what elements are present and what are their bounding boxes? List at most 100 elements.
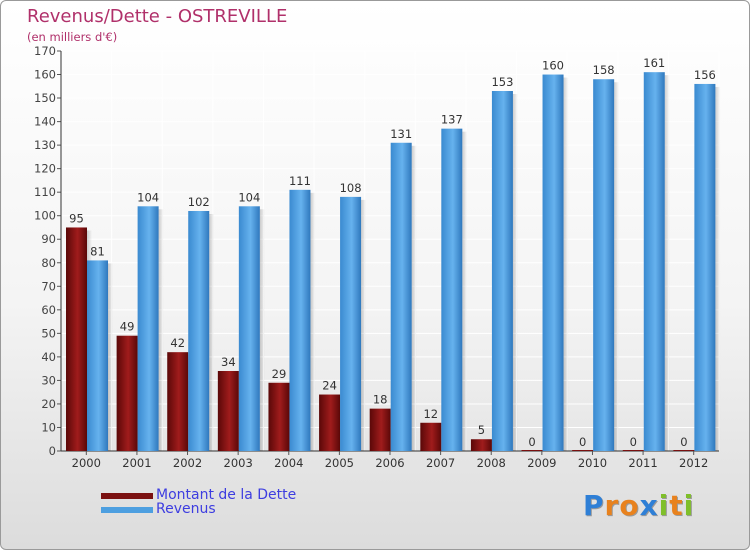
data-label-revenus: 81 — [90, 244, 105, 258]
data-label-dette: 24 — [322, 379, 337, 393]
y-tick-label: 110 — [34, 185, 56, 199]
chart-subtitle: (en milliers d'€) — [27, 30, 118, 44]
bar-revenus — [289, 189, 311, 451]
data-label-dette: 49 — [120, 320, 135, 334]
bar-revenus — [390, 142, 412, 451]
bar-dette — [420, 422, 442, 451]
y-tick-label: 120 — [34, 162, 56, 176]
legend-label-dette: Montant de la Dette — [156, 487, 297, 503]
x-tick-label: 2006 — [375, 456, 404, 470]
bars — [66, 72, 721, 452]
y-tick-label: 20 — [41, 397, 56, 411]
logo-letter: r — [604, 489, 620, 522]
bar-shadow — [715, 86, 721, 452]
bar-revenus — [441, 128, 463, 451]
y-tick-label: 170 — [34, 44, 56, 58]
x-tick-label: 2003 — [224, 456, 253, 470]
bar-shadow — [664, 75, 670, 452]
bar-dette — [268, 382, 290, 451]
x-tick-label: 2004 — [274, 456, 303, 470]
bar-revenus — [491, 91, 513, 451]
bar-shadow — [209, 214, 215, 451]
bar-dette — [116, 335, 138, 451]
y-tick-label: 30 — [41, 373, 56, 387]
bar-shadow — [462, 131, 468, 451]
bar-dette — [66, 227, 87, 451]
data-label-revenus: 158 — [593, 63, 615, 77]
x-tick-label: 2009 — [527, 456, 556, 470]
data-label-revenus: 102 — [188, 195, 210, 209]
legend-swatch-revenus — [101, 507, 153, 513]
bar-shadow — [512, 94, 518, 451]
bar-shadow — [563, 77, 569, 451]
bar-shadow — [108, 263, 113, 451]
data-label-revenus: 160 — [542, 59, 564, 73]
data-label-revenus: 156 — [694, 68, 716, 82]
bar-revenus — [593, 79, 615, 451]
y-tick-label: 0 — [49, 444, 56, 458]
data-label-dette: 42 — [170, 336, 185, 350]
y-tick-label: 140 — [34, 115, 56, 129]
data-label-revenus: 161 — [643, 56, 665, 70]
data-label-revenus: 137 — [441, 113, 463, 127]
legend-label-revenus: Revenus — [156, 501, 216, 517]
x-tick-label: 2005 — [325, 456, 354, 470]
logo-letter: i — [658, 489, 670, 522]
y-tick-label: 160 — [34, 68, 56, 82]
x-tick-label: 2011 — [628, 456, 657, 470]
data-label-dette: 18 — [373, 393, 388, 407]
bar-dette — [470, 439, 492, 451]
y-tick-label: 40 — [41, 350, 56, 364]
data-label-revenus: 111 — [289, 174, 311, 188]
y-tick-label: 90 — [41, 232, 56, 246]
y-tick-label: 70 — [41, 279, 56, 293]
bar-shadow — [310, 192, 316, 451]
bar-dette — [572, 450, 594, 451]
data-label-revenus: 131 — [390, 127, 412, 141]
y-tick-label: 80 — [41, 256, 56, 270]
bar-shadow — [361, 199, 367, 451]
logo-letter: i — [683, 489, 695, 522]
y-tick-label: 100 — [34, 209, 56, 223]
bar-revenus — [137, 206, 159, 451]
x-tick-label: 2008 — [477, 456, 506, 470]
bar-dette — [217, 371, 239, 451]
logo-letter: t — [669, 489, 684, 522]
bar-revenus — [340, 196, 362, 451]
bar-shadow — [158, 209, 164, 451]
chart-title: Revenus/Dette - OSTREVILLE — [27, 6, 288, 27]
logo-letter: x — [639, 489, 659, 522]
data-label-dette: 12 — [423, 407, 438, 421]
bar-dette — [369, 408, 391, 451]
bar-revenus — [643, 72, 665, 452]
bar-revenus — [542, 74, 564, 451]
legend-swatch-dette — [101, 493, 153, 499]
data-label-dette: 34 — [221, 355, 236, 369]
logo-letter: o — [619, 489, 640, 522]
bar-dette — [319, 394, 341, 451]
data-label-revenus: 153 — [491, 75, 513, 89]
data-label-dette: 0 — [579, 435, 586, 449]
bar-dette — [622, 450, 644, 451]
bar-shadow — [614, 82, 620, 451]
bar-shadow — [259, 209, 265, 451]
x-tick-label: 2012 — [679, 456, 708, 470]
data-label-dette: 0 — [630, 435, 637, 449]
data-label-dette: 95 — [69, 211, 84, 225]
x-tick-label: 2000 — [72, 456, 101, 470]
bar-dette — [167, 352, 189, 451]
data-label-dette: 0 — [528, 435, 535, 449]
x-tick-label: 2010 — [578, 456, 607, 470]
bar-dette — [673, 450, 695, 451]
data-label-dette: 0 — [680, 435, 687, 449]
y-tick-label: 60 — [41, 303, 56, 317]
bar-shadow — [411, 145, 417, 451]
y-tick-label: 10 — [41, 420, 56, 434]
data-label-revenus: 108 — [340, 181, 362, 195]
data-label-dette: 29 — [272, 367, 287, 381]
data-label-revenus: 104 — [238, 190, 260, 204]
bar-revenus — [87, 260, 108, 451]
y-tick-label: 150 — [34, 91, 56, 105]
